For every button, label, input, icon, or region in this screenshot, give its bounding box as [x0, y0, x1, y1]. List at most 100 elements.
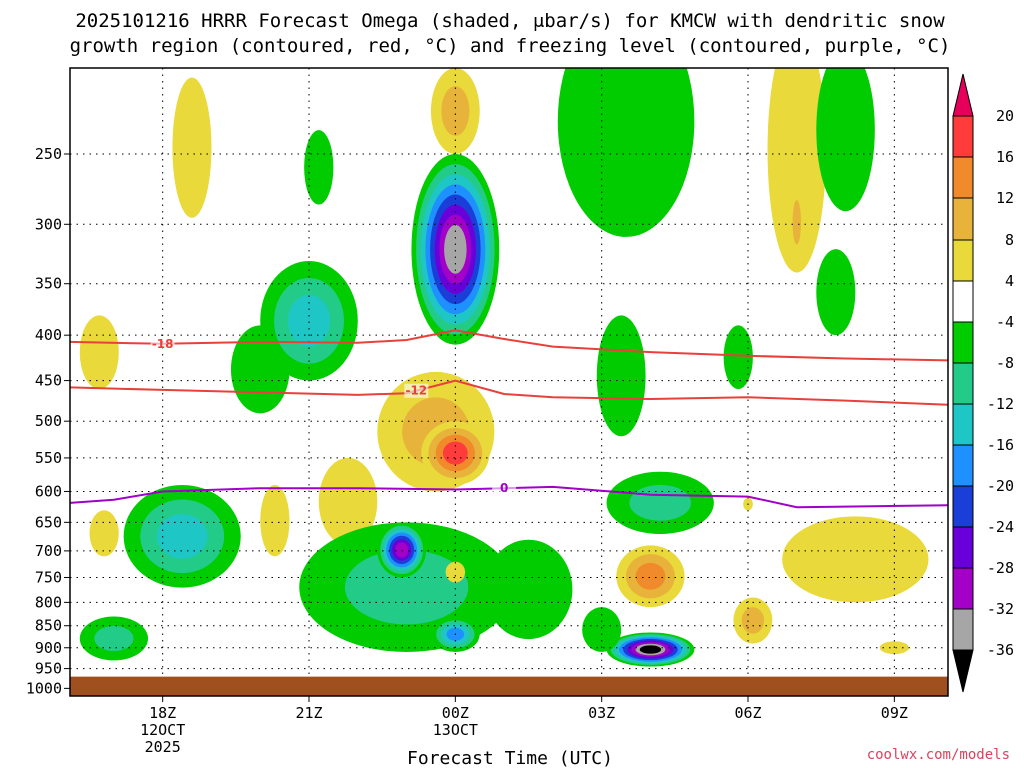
omega-feature-29	[789, 183, 805, 262]
contour-label--18: -18	[152, 337, 174, 351]
y-tick-label-250: 250	[35, 145, 62, 163]
colorbar-label--4: -4	[996, 313, 1014, 331]
omega-feature-19	[557, 68, 695, 237]
omega-level-5	[445, 561, 466, 583]
colorbar-segment	[952, 115, 974, 158]
ground-surface	[70, 676, 948, 696]
omega-feature-1	[89, 510, 119, 557]
omega-level--36	[639, 645, 662, 654]
omega-feature-30	[816, 68, 875, 212]
omega-feature-2	[79, 616, 149, 661]
y-tick-label-400: 400	[35, 326, 62, 344]
omega-level-5	[782, 516, 929, 603]
x-tick-label-09Z: 09Z	[881, 704, 908, 722]
colorbar-label--20: -20	[987, 477, 1014, 495]
colorbar-segment	[952, 444, 974, 487]
contour-line-1	[70, 379, 948, 406]
y-tick-label-750: 750	[35, 568, 62, 586]
omega-level--8	[94, 625, 134, 652]
x-tick-label-06Z: 06Z	[734, 704, 761, 722]
y-tick-label-800: 800	[35, 593, 62, 611]
plot-frame	[69, 67, 949, 697]
omega-level-13	[635, 562, 666, 590]
colorbar-label-16: 16	[996, 148, 1014, 166]
x-tick-label-03Z: 03Z	[588, 704, 615, 722]
omega-level-5	[172, 77, 212, 218]
omega-feature-6	[260, 484, 290, 557]
colorbar-segment	[952, 403, 974, 446]
y-tick-label-900: 900	[35, 639, 62, 657]
omega-level--4	[816, 249, 856, 336]
grid-lines	[70, 68, 948, 677]
omega-level--28	[395, 542, 409, 558]
colorbar-label--16: -16	[987, 436, 1014, 454]
contour-label-0: 0	[500, 481, 508, 495]
omega-level--12	[156, 514, 208, 559]
colorbar-label--12: -12	[987, 395, 1014, 413]
omega-level--8	[344, 549, 469, 625]
omega-feature-0	[79, 315, 119, 390]
omega-feature-17	[445, 561, 466, 583]
y-axis: 250 300 350 400 450 500 550 600 650 700 750 800 850 9…	[26, 145, 70, 697]
x-tick-label-21Z: 21Z	[295, 704, 322, 722]
omega-level-5	[79, 315, 119, 390]
omega-level--4	[816, 68, 875, 212]
contour-label-bg	[150, 336, 175, 351]
omega-level--4	[484, 539, 573, 640]
omega-level--32	[444, 224, 467, 274]
omega-level-9	[441, 86, 470, 136]
contour-label-bg	[492, 481, 517, 496]
colorbar-label-20: 20	[996, 107, 1014, 125]
colorbar-segment	[952, 485, 974, 528]
y-tick-label-350: 350	[35, 275, 62, 293]
y-tick-label-650: 650	[35, 513, 62, 531]
omega-feature-4	[123, 484, 241, 588]
omega-feature-25	[723, 325, 753, 390]
contour-label--12: -12	[405, 384, 427, 398]
colorbar-label--32: -32	[987, 600, 1014, 618]
y-tick-label-700: 700	[35, 542, 62, 560]
omega-feature-31	[816, 249, 856, 336]
x-axis-title: Forecast Time (UTC)	[407, 748, 613, 768]
x-tick-label-00Z: 00Z	[442, 704, 469, 722]
omega-level--12	[287, 294, 331, 347]
omega-level-5	[767, 68, 827, 273]
colorbar-segment	[952, 526, 974, 569]
colorbar-segment	[952, 197, 974, 241]
omega-level--4	[723, 325, 753, 390]
chart-title-line-2: growth region (contoured, red, °C) and f…	[70, 35, 951, 57]
x-tick-label-2025: 2025	[145, 738, 181, 756]
omega-level-5	[89, 510, 119, 557]
omega-level--8	[629, 484, 692, 521]
x-tick-label-18Z: 18Z	[149, 704, 176, 722]
omega-feature-23	[606, 632, 695, 667]
colorbar-label--36: -36	[987, 641, 1014, 659]
omega-feature-26	[733, 597, 773, 644]
colorbar-segment	[952, 239, 974, 282]
y-tick-label-950: 950	[35, 660, 62, 678]
omega-level-5	[318, 457, 378, 546]
y-tick-label-450: 450	[35, 372, 62, 390]
omega-feature-32	[782, 516, 929, 603]
omega-feature-28	[767, 68, 827, 273]
colorbar-label--8: -8	[996, 354, 1014, 372]
omega-feature-3	[172, 77, 212, 218]
y-tick-label-850: 850	[35, 617, 62, 635]
omega-feature-8	[304, 130, 334, 205]
y-tick-label-1000: 1000	[26, 679, 62, 697]
temperature-contours: -18 -12 0	[70, 329, 948, 509]
omega-feature-21	[606, 471, 714, 535]
contour-line-0	[70, 329, 948, 362]
omega-feature-18	[484, 539, 573, 640]
colorbar-segment	[952, 567, 974, 610]
omega-level--4	[557, 68, 695, 237]
colorbar-segment	[952, 321, 974, 364]
colorbar-segment	[952, 280, 974, 323]
colorbar-label-8: 8	[1005, 231, 1014, 249]
omega-level--4	[582, 607, 622, 653]
colorbar-segment	[952, 156, 974, 199]
contour-label-bg	[404, 383, 429, 398]
omega-level-5	[260, 484, 290, 557]
omega-level--4	[304, 130, 334, 205]
